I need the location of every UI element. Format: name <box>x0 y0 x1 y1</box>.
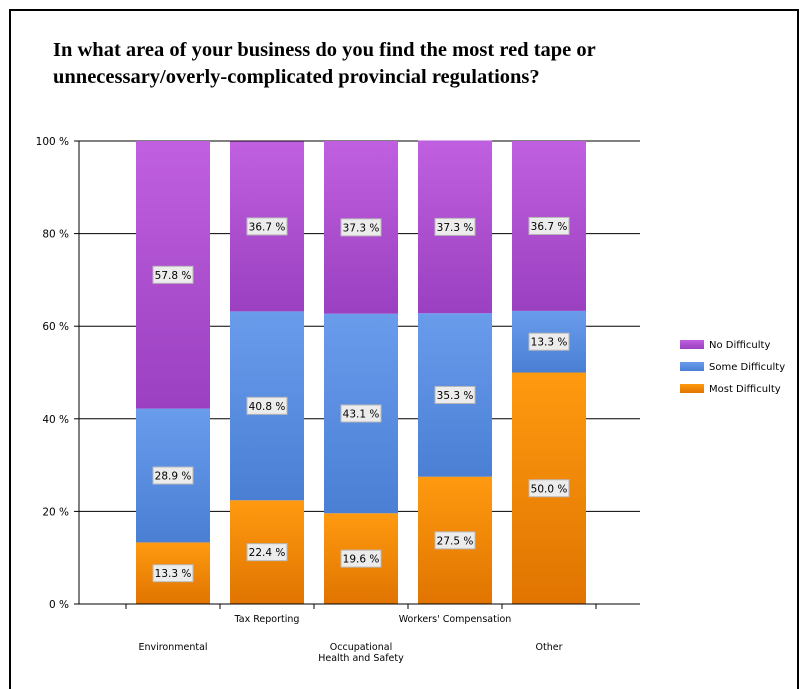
data-label: 22.4 % <box>249 547 286 559</box>
y-tick-label: 100 % <box>36 136 69 148</box>
data-label-box <box>528 216 570 235</box>
data-label-box <box>246 217 288 236</box>
data-label: 43.1 % <box>343 408 380 420</box>
y-tick-label: 60 % <box>42 321 69 333</box>
data-label: 36.7 % <box>249 221 286 233</box>
bars <box>136 140 586 604</box>
legend-swatch <box>680 362 704 371</box>
data-label-box <box>152 466 194 485</box>
legend-swatch <box>680 340 704 349</box>
data-label-box <box>340 218 382 237</box>
y-tick-label: 0 % <box>49 599 69 611</box>
y-tick-label: 40 % <box>42 414 69 426</box>
y-tick-label: 80 % <box>42 229 69 241</box>
data-label: 50.0 % <box>531 483 568 495</box>
data-label-box <box>152 265 194 284</box>
data-label-box <box>340 404 382 423</box>
data-label: 35.3 % <box>437 390 474 402</box>
data-label: 13.3 % <box>155 568 192 580</box>
data-label-box <box>246 396 288 415</box>
data-label: 28.9 % <box>155 471 192 483</box>
data-label-box <box>434 531 476 550</box>
data-label: 40.8 % <box>249 401 286 413</box>
data-label-box <box>246 543 288 562</box>
legend-label: No Difficulty <box>709 340 770 351</box>
data-label-box <box>528 332 570 351</box>
x-category-label: Tax Reporting <box>234 614 300 625</box>
y-tick-label: 20 % <box>42 506 69 518</box>
axes: 0 % 20 % 40 % 60 % 80 % 100 % Environmental Tax… <box>36 136 640 664</box>
data-label: 57.8 % <box>155 270 192 282</box>
x-category-label: Workers' Compensation <box>399 614 512 625</box>
data-label: 19.6 % <box>343 554 380 566</box>
data-label-box <box>152 564 194 583</box>
data-label-box <box>434 217 476 236</box>
data-label: 37.3 % <box>437 222 474 234</box>
legend: No Difficulty Some Difficulty Most Difficu… <box>680 340 785 395</box>
x-category-label: Environmental <box>138 642 207 653</box>
x-category-label: Occupational Health and Safety <box>318 642 404 664</box>
legend-label: Some Difficulty <box>709 362 785 373</box>
data-label-box <box>340 549 382 568</box>
data-label: 13.3 % <box>531 337 568 349</box>
data-label: 27.5 % <box>437 535 474 547</box>
data-labels: 13.3 % 28.9 % 57.8 % 22.4 % 40.8 % 36.7 % 19.6… <box>152 216 570 583</box>
x-category-label: Other <box>536 642 563 653</box>
data-label: 36.7 % <box>531 221 568 233</box>
data-label-box <box>528 479 570 498</box>
legend-swatch <box>680 384 704 393</box>
data-label-box <box>434 385 476 404</box>
legend-label: Most Difficulty <box>709 384 781 395</box>
data-label: 37.3 % <box>343 222 380 234</box>
chart-title: In what area of your business do you fin… <box>53 39 596 88</box>
